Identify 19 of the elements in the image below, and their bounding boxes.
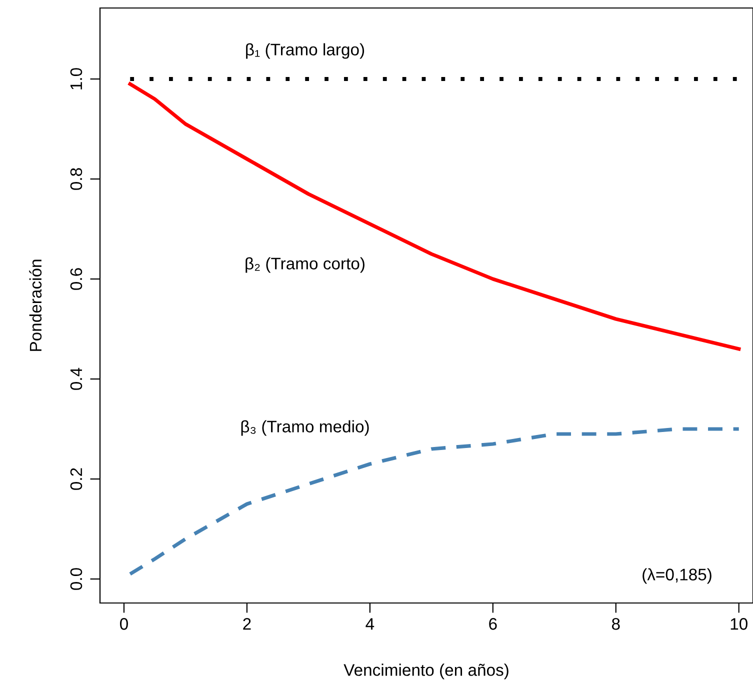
x-tick-label: 6 [489, 618, 497, 630]
x-tick-label: 2 [243, 618, 251, 630]
y-tick-label: 1.0 [70, 68, 82, 90]
annotation: β₂ (Tramo corto) [246, 257, 364, 273]
x-tick-label: 10 [730, 618, 748, 630]
annotation: (λ=0,185) [642, 568, 712, 584]
y-axis-title: Ponderación [29, 260, 42, 351]
annotation: β₁ (Tramo largo) [246, 43, 364, 59]
y-tick-label: 0.8 [70, 168, 82, 190]
x-tick-label: 4 [366, 618, 374, 630]
y-tick-label: 0.6 [70, 268, 82, 290]
x-tick-label: 0 [120, 618, 128, 630]
annotation: β₃ (Tramo medio) [241, 420, 369, 436]
y-tick-label: 0.0 [70, 568, 82, 590]
y-tick-label: 0.2 [70, 468, 82, 490]
line-series [128, 82, 741, 351]
y-tick-label: 0.4 [70, 368, 82, 390]
x-tick-label: 8 [612, 618, 620, 630]
x-axis-title: Vencimiento (en años) [344, 664, 508, 680]
